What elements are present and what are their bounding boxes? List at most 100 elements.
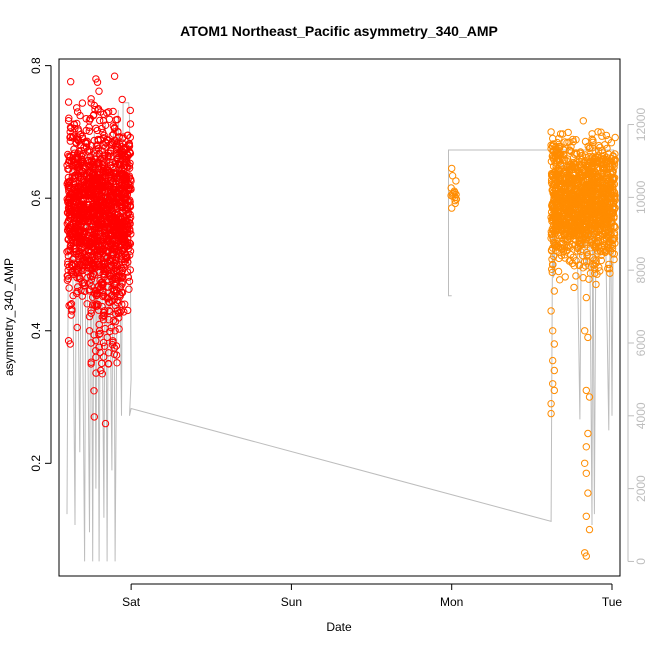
data-point (122, 226, 130, 234)
data-point (121, 300, 129, 308)
data-point (106, 231, 114, 239)
data-point (582, 293, 590, 302)
data-point (594, 234, 602, 242)
data-point (73, 323, 81, 332)
data-point (96, 348, 104, 357)
data-point (572, 257, 580, 265)
data-point (92, 124, 100, 133)
data-point (117, 230, 125, 238)
data-point (118, 204, 126, 212)
data-point (105, 316, 113, 324)
data-point (89, 171, 98, 180)
data-point (105, 115, 114, 124)
data-point (108, 276, 117, 284)
y2-tick-label: 0 (634, 558, 648, 565)
data-point (601, 141, 609, 149)
data-point (586, 244, 595, 252)
data-point (110, 274, 119, 282)
data-point (81, 191, 89, 199)
y2-tick-label: 10000 (634, 180, 648, 214)
data-point (609, 199, 618, 208)
data-point (589, 170, 597, 179)
data-point (83, 300, 91, 308)
data-point (567, 207, 575, 215)
data-point (100, 270, 109, 279)
data-point (94, 136, 103, 145)
data-point (552, 167, 560, 175)
data-point (101, 193, 109, 201)
data-point (597, 211, 606, 219)
data-point (126, 251, 134, 259)
data-point (595, 227, 603, 235)
data-point (126, 120, 135, 128)
data-point (98, 242, 107, 250)
data-point (592, 280, 600, 289)
data-point (92, 336, 100, 345)
data-point (549, 327, 557, 335)
data-point (90, 413, 99, 421)
data-point (585, 161, 594, 170)
data-point (72, 268, 80, 276)
data-point (82, 138, 90, 146)
data-point (126, 106, 135, 115)
data-point (77, 155, 86, 164)
data-point (88, 227, 97, 236)
data-point (90, 225, 99, 233)
data-point (595, 141, 603, 150)
data-point (87, 248, 96, 256)
data-point (569, 194, 577, 203)
data-point (114, 221, 122, 230)
data-point (556, 276, 564, 284)
data-point (113, 189, 122, 197)
data-point (125, 172, 134, 180)
data-point (78, 99, 87, 107)
data-point (93, 257, 102, 265)
data-point (83, 214, 92, 223)
data-point (547, 128, 555, 136)
data-point (95, 343, 103, 351)
data-point (582, 512, 590, 520)
data-point (586, 269, 595, 277)
data-point (582, 443, 590, 451)
data-point (555, 156, 563, 164)
data-point (99, 292, 107, 301)
data-point (550, 287, 558, 295)
data-point (606, 231, 614, 239)
data-point (77, 159, 85, 168)
data-point (100, 158, 108, 167)
y-tick-label: 0.6 (29, 190, 43, 207)
data-point (66, 133, 74, 142)
data-point (606, 269, 614, 277)
x-axis-label: Date (326, 620, 352, 634)
data-point (100, 141, 108, 149)
data-point (83, 238, 91, 246)
data-point (590, 221, 598, 229)
data-point (548, 265, 556, 273)
data-point (92, 238, 101, 246)
data-point (591, 220, 599, 228)
data-point (90, 387, 98, 395)
data-point (71, 245, 80, 253)
data-point (72, 161, 81, 169)
data-point (63, 276, 72, 284)
data-point (553, 146, 561, 154)
data-point (559, 206, 568, 215)
data-point (107, 161, 115, 169)
data-point (566, 147, 574, 155)
data-point (97, 278, 105, 287)
data-point (113, 261, 121, 269)
data-point (99, 166, 108, 174)
data-point (585, 210, 593, 219)
data-point (579, 188, 587, 196)
data-point (124, 131, 132, 139)
y2-tick-label: 6000 (634, 329, 648, 356)
data-point (108, 131, 117, 140)
data-point (448, 204, 456, 212)
data-point (89, 270, 98, 278)
data-point (600, 242, 608, 250)
data-point (452, 190, 460, 199)
data-point (86, 180, 94, 188)
data-point (114, 247, 123, 255)
data-point (571, 241, 579, 249)
data-point (92, 353, 100, 361)
